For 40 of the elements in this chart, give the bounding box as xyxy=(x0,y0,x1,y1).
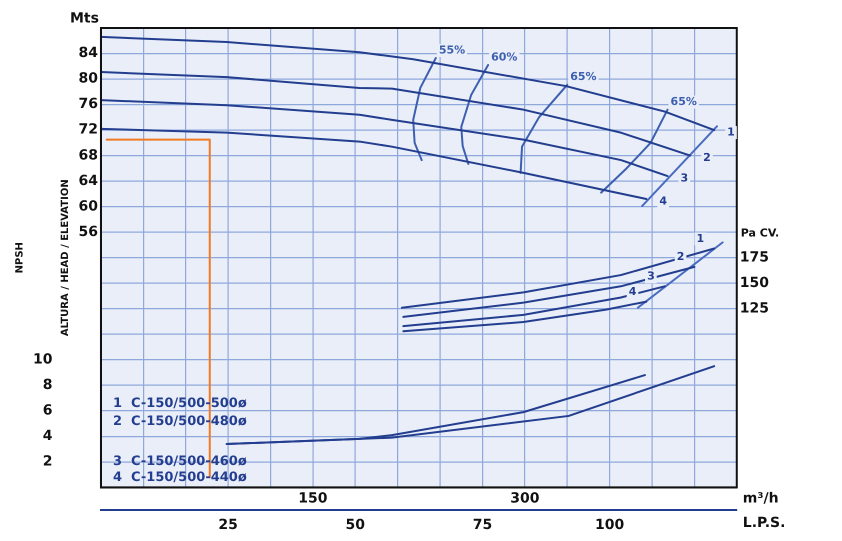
series-label: 1 xyxy=(696,232,704,245)
y3-tick-label: 6 xyxy=(42,402,52,418)
series-label: 3 xyxy=(680,171,688,184)
y-tick-label: 72 xyxy=(78,122,98,138)
annotation: 4 C-150/500-440ø xyxy=(112,470,247,485)
x2-tick-label: 75 xyxy=(472,517,492,534)
y2-tick-label: 125 xyxy=(740,300,770,316)
y3-axis-title: NPSH xyxy=(14,242,26,274)
y3-tick-label: 8 xyxy=(42,376,52,393)
series-label: 4 xyxy=(628,284,637,298)
y3-tick-label: 4 xyxy=(42,428,53,444)
y2-tick-label: 175 xyxy=(740,249,770,266)
y-tick-label: 60 xyxy=(78,198,98,214)
x2-tick-label: 50 xyxy=(346,517,366,534)
x2-tick-label: 100 xyxy=(594,517,624,534)
series-label: 60% xyxy=(491,50,518,64)
y-tick-label: 80 xyxy=(78,70,98,87)
series-label: 65% xyxy=(670,95,697,108)
series-label: 2 xyxy=(676,250,684,264)
y-tick-label: 84 xyxy=(78,45,98,62)
series-label: 2 xyxy=(703,150,711,164)
text: Mts xyxy=(70,10,99,27)
y2-tick-label: 150 xyxy=(740,274,770,291)
x2-axis-title: L.P.S. xyxy=(742,515,786,532)
series-label: 4 xyxy=(659,194,668,208)
series-label: 65% xyxy=(570,70,597,84)
y-axis-title: ALTURA / HEAD / ELEVATION xyxy=(60,179,72,336)
series-label: 1 xyxy=(727,125,735,138)
y-tick-label: 76 xyxy=(78,96,98,112)
y3-tick-label: 10 xyxy=(33,351,53,368)
y-tick-label: 56 xyxy=(78,224,98,240)
x-tick-label: 300 xyxy=(510,490,540,506)
y-tick-label: 64 xyxy=(78,172,98,189)
y2-axis-title: Pa CV. xyxy=(740,226,780,240)
x2-tick-label: 25 xyxy=(218,517,238,534)
x-axis-title: m³/h xyxy=(742,490,779,506)
series-label: 3 xyxy=(647,270,655,283)
series-label: 55% xyxy=(438,43,466,56)
y3-tick-label: 2 xyxy=(42,454,52,470)
y-tick-label: 68 xyxy=(78,147,98,164)
